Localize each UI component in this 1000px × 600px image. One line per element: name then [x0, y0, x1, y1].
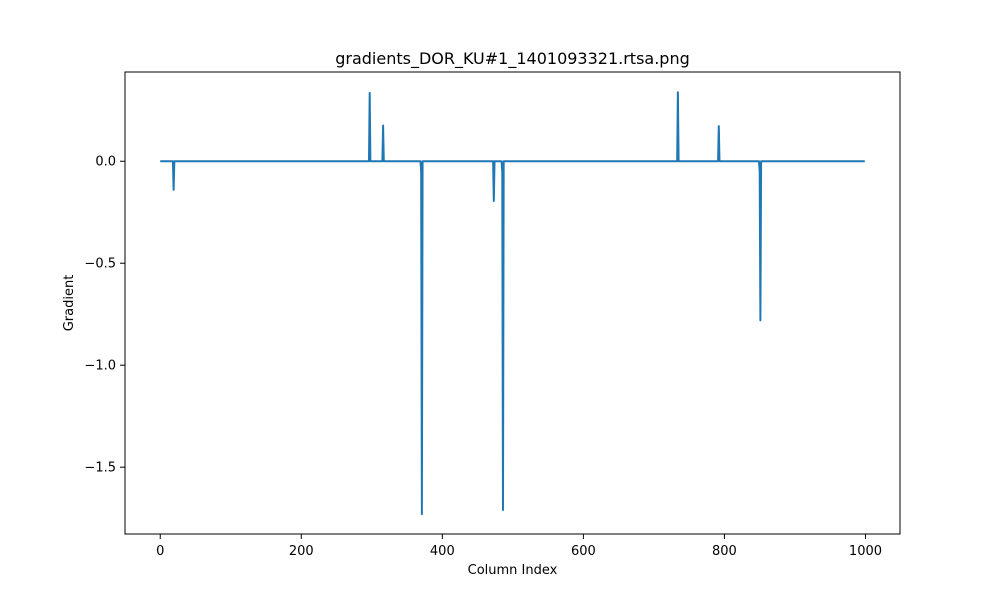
y-axis-label: Gradient: [62, 275, 77, 332]
x-axis: 0 200 400 600 800 1000: [156, 534, 882, 559]
chart-title: gradients_DOR_KU#1_1401093321.rtsa.png: [335, 49, 690, 69]
y-tick-label: 0.0: [95, 155, 116, 170]
x-tick-label: 200: [289, 544, 314, 559]
y-tick-label: −1.5: [84, 461, 116, 476]
x-tick-label: 600: [571, 544, 596, 559]
plot-frame: [124, 71, 901, 535]
x-tick-label: 800: [712, 544, 737, 559]
x-tick-label: 1000: [849, 544, 882, 559]
plot-area: [160, 91, 865, 516]
x-tick-label: 400: [430, 544, 455, 559]
x-axis-label: Column Index: [468, 563, 558, 578]
y-tick-label: −0.5: [84, 257, 116, 272]
y-tick-label: −1.0: [84, 359, 116, 374]
series-line-0: [160, 91, 865, 516]
y-axis: 0.0 −0.5 −1.0 −1.5: [84, 155, 125, 476]
x-tick-label: 0: [156, 544, 164, 559]
